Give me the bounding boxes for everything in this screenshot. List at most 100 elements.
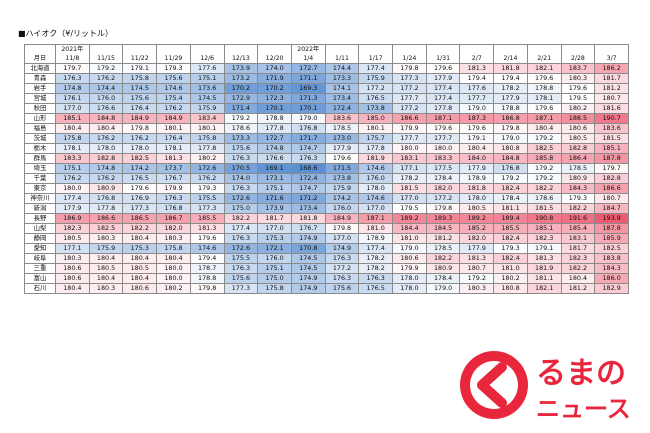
price-cell: 176.3 bbox=[223, 153, 259, 164]
price-cell: 181.3 bbox=[459, 253, 495, 264]
price-cell: 189.4 bbox=[493, 213, 528, 224]
price-cell: 177.0 bbox=[392, 193, 427, 204]
watermark-line1: るまの bbox=[536, 356, 626, 391]
price-cell: 178.8 bbox=[493, 103, 528, 114]
price-cell: 176.3 bbox=[324, 253, 360, 264]
price-cell: 180.3 bbox=[560, 73, 596, 84]
price-cell: 177.2 bbox=[392, 83, 427, 94]
price-cell: 178.8 bbox=[189, 273, 225, 284]
price-cell: 177.8 bbox=[257, 123, 292, 134]
date-header: 11/8 bbox=[55, 54, 90, 64]
price-cell: 172.7 bbox=[290, 63, 326, 74]
price-cell: 178.9 bbox=[358, 233, 394, 244]
price-cell: 171.4 bbox=[223, 103, 259, 114]
kuruma-news-watermark: るまの ニュース bbox=[460, 351, 631, 423]
price-cell: 176.6 bbox=[88, 103, 124, 114]
price-cell: 182.2 bbox=[560, 263, 596, 274]
price-cell: 180.1 bbox=[358, 123, 394, 134]
price-cell: 180.2 bbox=[493, 273, 528, 284]
price-cell: 175.1 bbox=[55, 163, 90, 174]
price-cell: 178.8 bbox=[257, 113, 292, 124]
price-cell: 175.1 bbox=[257, 263, 292, 274]
price-cell: 169.3 bbox=[290, 83, 326, 94]
price-cell: 179.2 bbox=[88, 63, 124, 74]
price-cell: 181.8 bbox=[493, 63, 528, 74]
price-cell: 184.5 bbox=[425, 223, 461, 234]
price-cell: 182.2 bbox=[223, 213, 259, 224]
price-cell: 174.7 bbox=[290, 183, 326, 194]
price-cell: 171.6 bbox=[257, 193, 292, 204]
prefecture-label: 栃木 bbox=[24, 143, 56, 154]
price-cell: 179.1 bbox=[526, 243, 562, 254]
price-cell: 178.0 bbox=[459, 193, 495, 204]
price-cell: 180.4 bbox=[88, 123, 124, 134]
price-cell: 176.4 bbox=[156, 133, 191, 144]
price-cell: 179.4 bbox=[459, 73, 495, 84]
price-cell: 179.7 bbox=[55, 63, 90, 74]
price-cell: 176.5 bbox=[358, 283, 394, 294]
price-cell: 183.3 bbox=[425, 153, 461, 164]
table-row: 長野 186.9 186.6 186.5 186.7 185.5 182.2 181.7 181… bbox=[24, 213, 629, 224]
prefecture-label: 千葉 bbox=[24, 173, 56, 184]
price-cell: 181.5 bbox=[526, 203, 562, 214]
year-label bbox=[88, 44, 124, 54]
price-cell: 179.9 bbox=[392, 123, 427, 134]
year-label bbox=[526, 44, 562, 54]
price-cell: 175.6 bbox=[223, 273, 259, 284]
price-cell: 177.8 bbox=[88, 203, 124, 214]
price-cell: 178.7 bbox=[189, 263, 225, 274]
price-cell: 182.2 bbox=[425, 253, 461, 264]
price-cell: 181.1 bbox=[493, 203, 528, 214]
price-cell: 182.4 bbox=[493, 253, 528, 264]
year-label bbox=[560, 44, 596, 54]
price-cell: 176.8 bbox=[290, 123, 326, 134]
price-cell: 176.8 bbox=[493, 163, 528, 174]
price-cell: 178.0 bbox=[392, 283, 427, 294]
year-label bbox=[324, 44, 360, 54]
price-cell: 176.9 bbox=[122, 193, 158, 204]
price-cell: 175.3 bbox=[257, 233, 292, 244]
price-cell: 174.8 bbox=[257, 143, 292, 154]
prefecture-label: 宮城 bbox=[24, 93, 56, 104]
price-cell: 182.2 bbox=[122, 223, 158, 234]
price-cell: 177.3 bbox=[392, 73, 427, 84]
price-cell: 176.5 bbox=[122, 173, 158, 184]
price-cell: 179.8 bbox=[493, 123, 528, 134]
price-cell: 175.9 bbox=[324, 183, 360, 194]
date-header: 1/31 bbox=[425, 54, 461, 64]
price-cell: 181.1 bbox=[526, 273, 562, 284]
price-cell: 174.8 bbox=[55, 83, 90, 94]
price-cell: 183.7 bbox=[560, 63, 596, 74]
price-cell: 175.8 bbox=[156, 243, 191, 254]
price-cell: 187.1 bbox=[425, 113, 461, 124]
price-cell: 172.1 bbox=[257, 243, 292, 254]
price-cell: 177.9 bbox=[55, 203, 90, 214]
price-cell: 173.3 bbox=[324, 73, 360, 84]
price-cell: 186.8 bbox=[493, 113, 528, 124]
price-cell: 176.3 bbox=[223, 263, 259, 274]
price-cell: 173.8 bbox=[324, 173, 360, 184]
price-cell: 177.2 bbox=[425, 193, 461, 204]
price-cell: 182.1 bbox=[526, 283, 562, 294]
price-cell: 171.3 bbox=[290, 93, 326, 104]
price-cell: 181.9 bbox=[358, 153, 394, 164]
price-cell: 183.1 bbox=[392, 153, 427, 164]
price-cell: 180.5 bbox=[459, 203, 495, 214]
price-cell: 177.7 bbox=[425, 133, 461, 144]
date-header: 11/22 bbox=[122, 54, 158, 64]
price-cell: 181.0 bbox=[392, 233, 427, 244]
price-cell: 179.1 bbox=[122, 63, 158, 74]
price-cell: 178.1 bbox=[55, 143, 90, 154]
date-header: 2/21 bbox=[526, 54, 562, 64]
price-cell: 189.2 bbox=[392, 213, 427, 224]
price-cell: 174.9 bbox=[290, 283, 326, 294]
table-row: 静岡 180.5 180.3 180.4 180.3 179.6 176.3 175.3 174… bbox=[24, 233, 629, 244]
year-label: 2021年 bbox=[55, 44, 90, 54]
price-cell: 178.2 bbox=[493, 83, 528, 94]
prefecture-label: 山形 bbox=[24, 113, 56, 124]
price-cell: 179.6 bbox=[425, 123, 461, 134]
price-cell: 178.4 bbox=[493, 193, 528, 204]
price-cell: 180.3 bbox=[156, 233, 191, 244]
price-cell: 180.4 bbox=[526, 123, 562, 134]
price-cell: 179.0 bbox=[425, 283, 461, 294]
